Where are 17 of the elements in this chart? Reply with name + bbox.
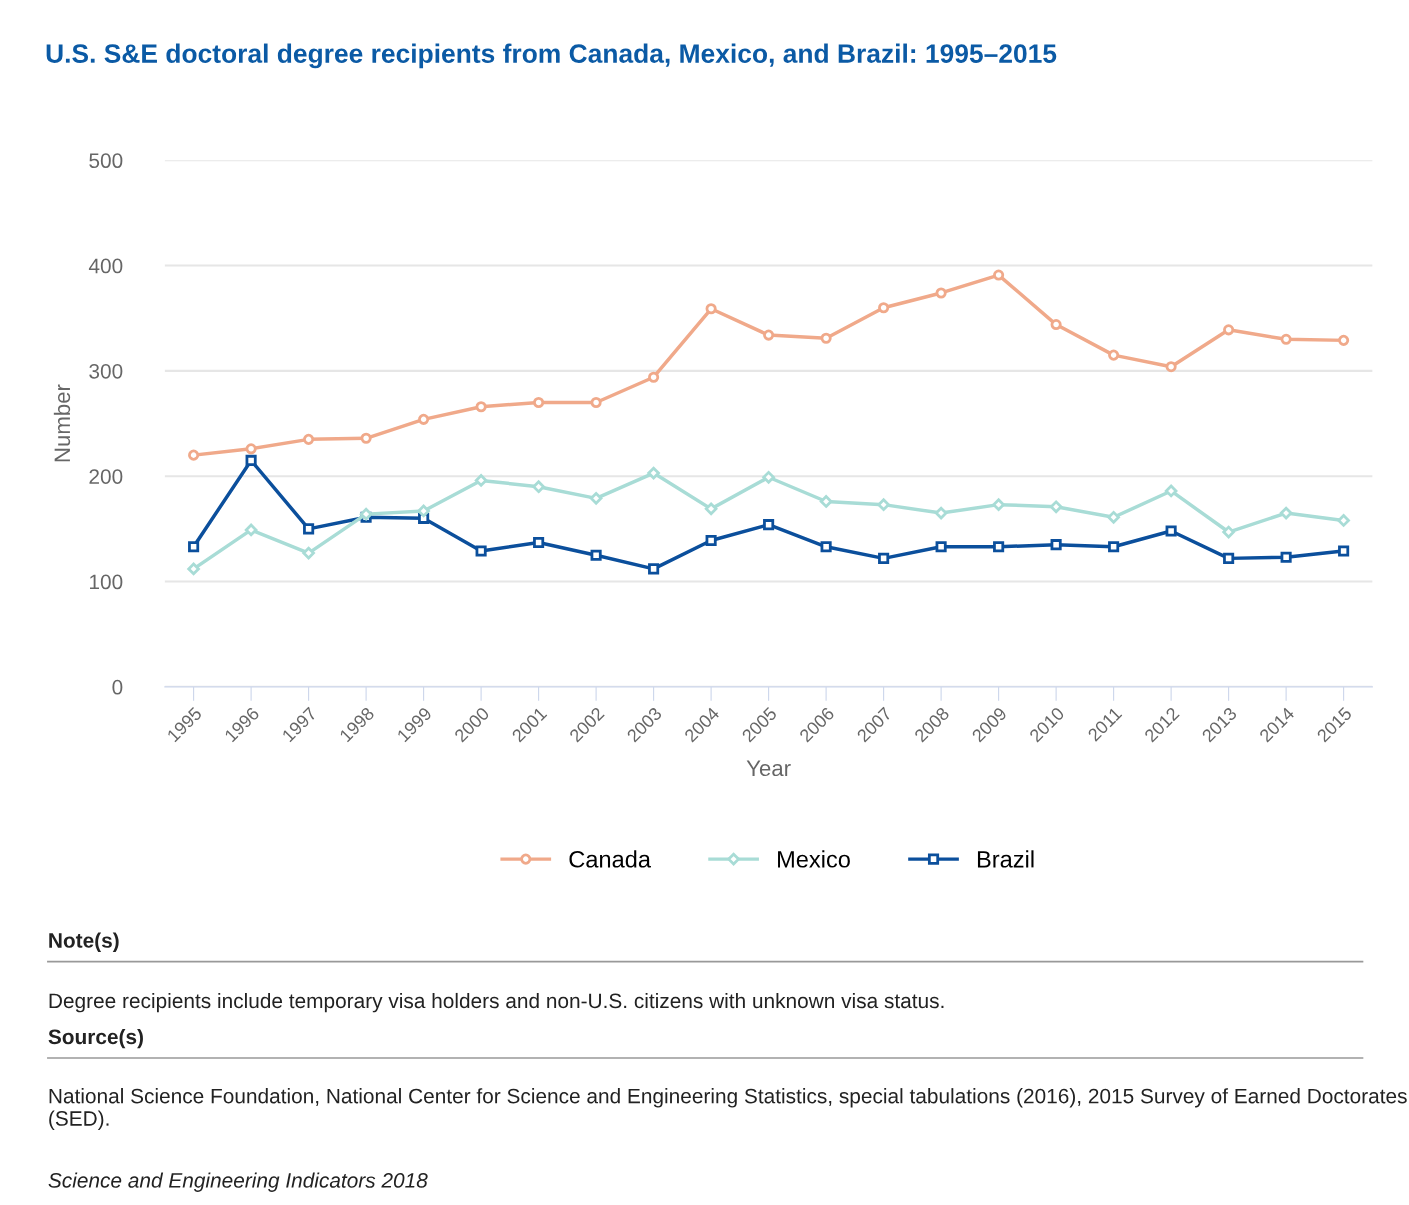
legend-label: Mexico (778, 850, 850, 868)
y-tick-label: 0 (112, 679, 123, 695)
text: National Science Foundation, National Center for Science and Engineering Statistics, special tabulations (2016), 2015 Survey of Earned Doctorates (SED). (49, 1088, 1407, 1130)
x-axis-title: Year (746, 760, 791, 777)
text: Note(s) (49, 932, 119, 952)
y-axis-title: Number (53, 384, 71, 462)
y-tick-label: 100 (90, 574, 123, 590)
text: Degree recipients include temporary visa holders and non-U.S. citizens with unknown visa status. (49, 992, 944, 1013)
legend-label: Canada (569, 850, 651, 868)
text: Science and Engineering Indicators 2018 (48, 1172, 428, 1192)
source-note: Source(s) (48, 1028, 143, 1049)
chart-title: U.S. S&E doctoral degree recipients from Canada, Mexico, and Brazil: 1995–2015 (46, 43, 1057, 69)
y-tick-label: 300 (89, 363, 123, 379)
y-tick-label: 500 (89, 153, 123, 169)
legend-label: Brazil (977, 850, 1034, 868)
y-tick-label: 400 (88, 258, 123, 274)
y-tick-label: 200 (89, 469, 123, 484)
